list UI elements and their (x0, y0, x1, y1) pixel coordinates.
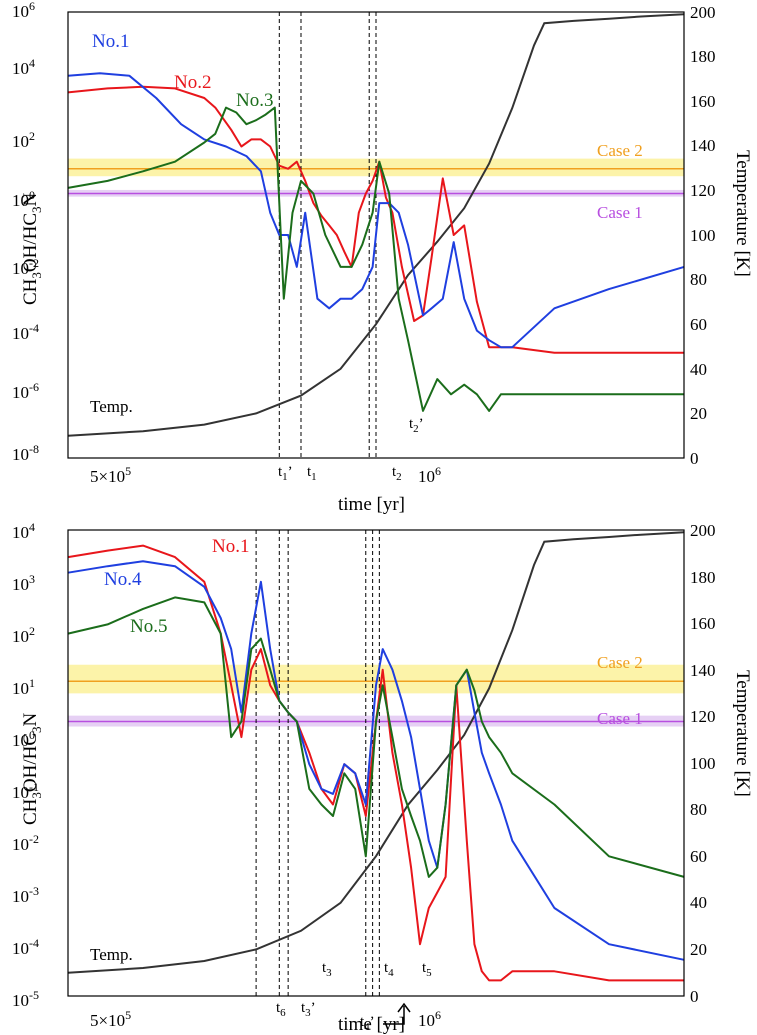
bottom-panel: 104 103 102 101 100 10-1 10-2 10-3 10-4 … (12, 520, 753, 1035)
bot-ry-60: 60 (690, 847, 707, 866)
bot-ry-40: 40 (690, 893, 707, 912)
top-ry-160: 160 (690, 92, 716, 111)
bot-y-tick-1e-3: 10-3 (12, 884, 39, 906)
bot-ry-180: 180 (690, 568, 716, 587)
bottom-label-no5: No.5 (130, 616, 167, 637)
bottom-label-no1: No.1 (212, 536, 249, 557)
top-t1-label: t1 (307, 464, 317, 483)
bottom-series-no5 (67, 596, 685, 878)
top-t2-label: t2 (392, 464, 402, 483)
bot-y-tick-1e-4: 10-4 (12, 936, 39, 958)
bottom-series-no1 (67, 544, 684, 982)
top-panel: 106 104 102 100 10-2 10-4 10-6 10-8 200 … (12, 0, 753, 515)
top-x-tick-5e5: 5×105 (90, 464, 131, 486)
bot-t5-label: t5 (422, 960, 432, 979)
top-ry-20: 20 (690, 404, 707, 423)
bottom-right-y-ticks: 200 180 160 140 120 100 80 60 40 20 0 (690, 521, 716, 1006)
bot-x-tick-5e5: 5×105 (90, 1008, 131, 1030)
top-x-tick-1e6: 106 (418, 464, 441, 486)
top-y-tick-1e-6: 10-6 (12, 380, 39, 402)
top-x-axis-label: time [yr] (338, 494, 405, 515)
bot-y-tick-1e-5: 10-5 (12, 988, 39, 1010)
bot-y-tick-1e2: 102 (12, 624, 35, 646)
top-right-y-ticks: 200 180 160 140 120 100 80 60 40 20 0 (690, 3, 716, 468)
bottom-right-axis-label: Temperature [K] (732, 670, 753, 797)
bot-t4-label: t4 (384, 960, 394, 979)
bot-ry-120: 120 (690, 707, 716, 726)
bottom-left-axis-label: CH3OH/HC3N (20, 712, 44, 825)
bot-ry-160: 160 (690, 614, 716, 633)
top-ry-60: 60 (690, 315, 707, 334)
bottom-plot-frame (67, 529, 685, 997)
bot-t4prime-arrow (383, 1002, 411, 1025)
bot-ry-140: 140 (690, 661, 716, 680)
top-ry-0: 0 (690, 449, 699, 468)
top-y-tick-1e2: 102 (12, 129, 35, 151)
top-label-no2: No.1 (92, 31, 129, 52)
top-ry-180: 180 (690, 47, 716, 66)
top-temp-label: Temp. (90, 397, 133, 416)
top-ry-120: 120 (690, 181, 716, 200)
bot-y-tick-1e4: 104 (12, 520, 35, 542)
top-t2prime-label: t2’ (409, 416, 424, 435)
top-case2-label: Case 2 (597, 141, 643, 160)
bottom-case1-label: Case 1 (597, 709, 643, 728)
top-case1-label: Case 1 (597, 203, 643, 222)
top-ry-140: 140 (690, 136, 716, 155)
bot-x-tick-1e6: 106 (418, 1008, 441, 1030)
top-right-axis-label: Temperature [K] (732, 150, 753, 277)
top-label-no3: No.3 (236, 90, 273, 111)
bottom-case2-label: Case 2 (597, 653, 643, 672)
bot-ry-80: 80 (690, 800, 707, 819)
top-ry-40: 40 (690, 360, 707, 379)
bottom-temperature-line (67, 531, 685, 974)
top-y-tick-1e-4: 10-4 (12, 321, 39, 343)
top-t1prime-label: t1’ (278, 464, 293, 483)
bot-t6-label: t6 (276, 1000, 286, 1019)
top-ry-200: 200 (690, 3, 716, 22)
bot-y-tick-1e1: 101 (12, 676, 35, 698)
top-label-no1: No.2 (174, 72, 211, 93)
bottom-series-no4 (67, 560, 685, 961)
bot-t4prime-label: t4’ (360, 1014, 375, 1033)
top-plot-area (67, 12, 685, 458)
top-y-tick-1e-8: 10-8 (12, 442, 39, 464)
bottom-temp-label: Temp. (90, 945, 133, 964)
bot-ry-20: 20 (690, 940, 707, 959)
bottom-x-axis-label: time [yr] (338, 1014, 405, 1035)
top-series-no2 (67, 72, 685, 349)
top-series-no3 (67, 106, 684, 412)
bot-ry-100: 100 (690, 754, 716, 773)
bot-y-tick-1e3: 103 (12, 572, 35, 594)
top-ry-80: 80 (690, 270, 707, 289)
bot-t3prime-label: t3’ (301, 1000, 316, 1019)
bot-ry-200: 200 (690, 521, 716, 540)
bot-y-tick-1e-2: 10-2 (12, 832, 39, 854)
top-plot-frame (67, 11, 685, 459)
bottom-plot-area (67, 530, 685, 996)
top-y-tick-1e4: 104 (12, 56, 35, 78)
top-ry-100: 100 (690, 226, 716, 245)
bottom-label-no4: No.4 (104, 569, 142, 590)
bot-ry-0: 0 (690, 987, 699, 1006)
top-y-tick-1e6: 106 (12, 0, 35, 21)
top-series-no1 (67, 85, 684, 354)
bot-t3-label: t3 (322, 960, 332, 979)
